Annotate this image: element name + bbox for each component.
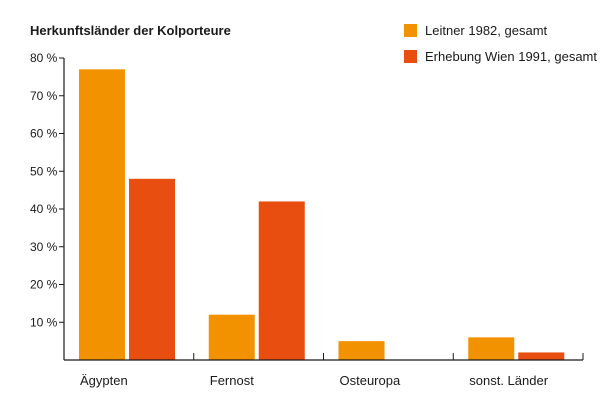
x-category-label: Osteuropa: [340, 373, 401, 388]
y-tick-label: 40 %: [30, 202, 58, 216]
y-tick-label: 50 %: [30, 164, 58, 178]
y-tick-label: 70 %: [30, 89, 58, 103]
bar: [129, 178, 175, 360]
legend: Leitner 1982, gesamt Erhebung Wien 1991, …: [404, 23, 597, 64]
bars: [79, 69, 565, 360]
y-tick-label: 20 %: [30, 278, 58, 292]
bar: [338, 341, 385, 360]
bar: [468, 337, 515, 360]
x-category-label: Fernost: [210, 373, 254, 388]
x-category-label: sonst. Länder: [469, 373, 548, 388]
bar: [208, 314, 255, 360]
legend-label: Leitner 1982, gesamt: [425, 23, 548, 38]
y-axis: 10 % 20 % 30 % 40 % 50 % 60 % 70 % 80 %: [30, 51, 65, 360]
bar: [518, 352, 565, 360]
x-axis: Ägypten Fernost Osteuropa sonst. Länder: [64, 353, 584, 388]
y-tick-label: 10 %: [30, 315, 58, 329]
y-tick-label: 60 %: [30, 127, 58, 141]
chart-title: Herkunftsländer der Kolporteure: [30, 23, 231, 38]
legend-label: Erhebung Wien 1991, gesamt: [425, 49, 597, 64]
y-tick-label: 30 %: [30, 240, 58, 254]
x-category-label: Ägypten: [80, 373, 128, 388]
bar: [258, 201, 305, 360]
legend-swatch: [404, 24, 417, 37]
bar: [79, 69, 125, 360]
y-tick-label: 80 %: [30, 51, 58, 65]
legend-swatch: [404, 50, 417, 63]
